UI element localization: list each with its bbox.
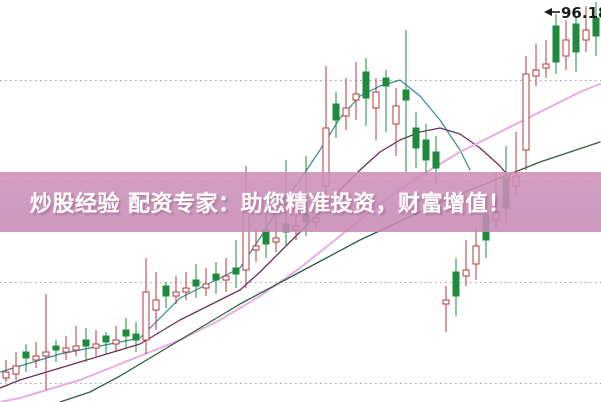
ma-lines [0, 79, 601, 402]
price-annotation-label: 96.18 [561, 4, 601, 22]
annotation-leader [544, 8, 560, 16]
promo-banner: 炒股经验 配资专家：助您精准投资，财富增值！ [0, 172, 601, 232]
promo-banner-text: 炒股经验 配资专家：助您精准投资，财富增值！ [30, 192, 511, 217]
